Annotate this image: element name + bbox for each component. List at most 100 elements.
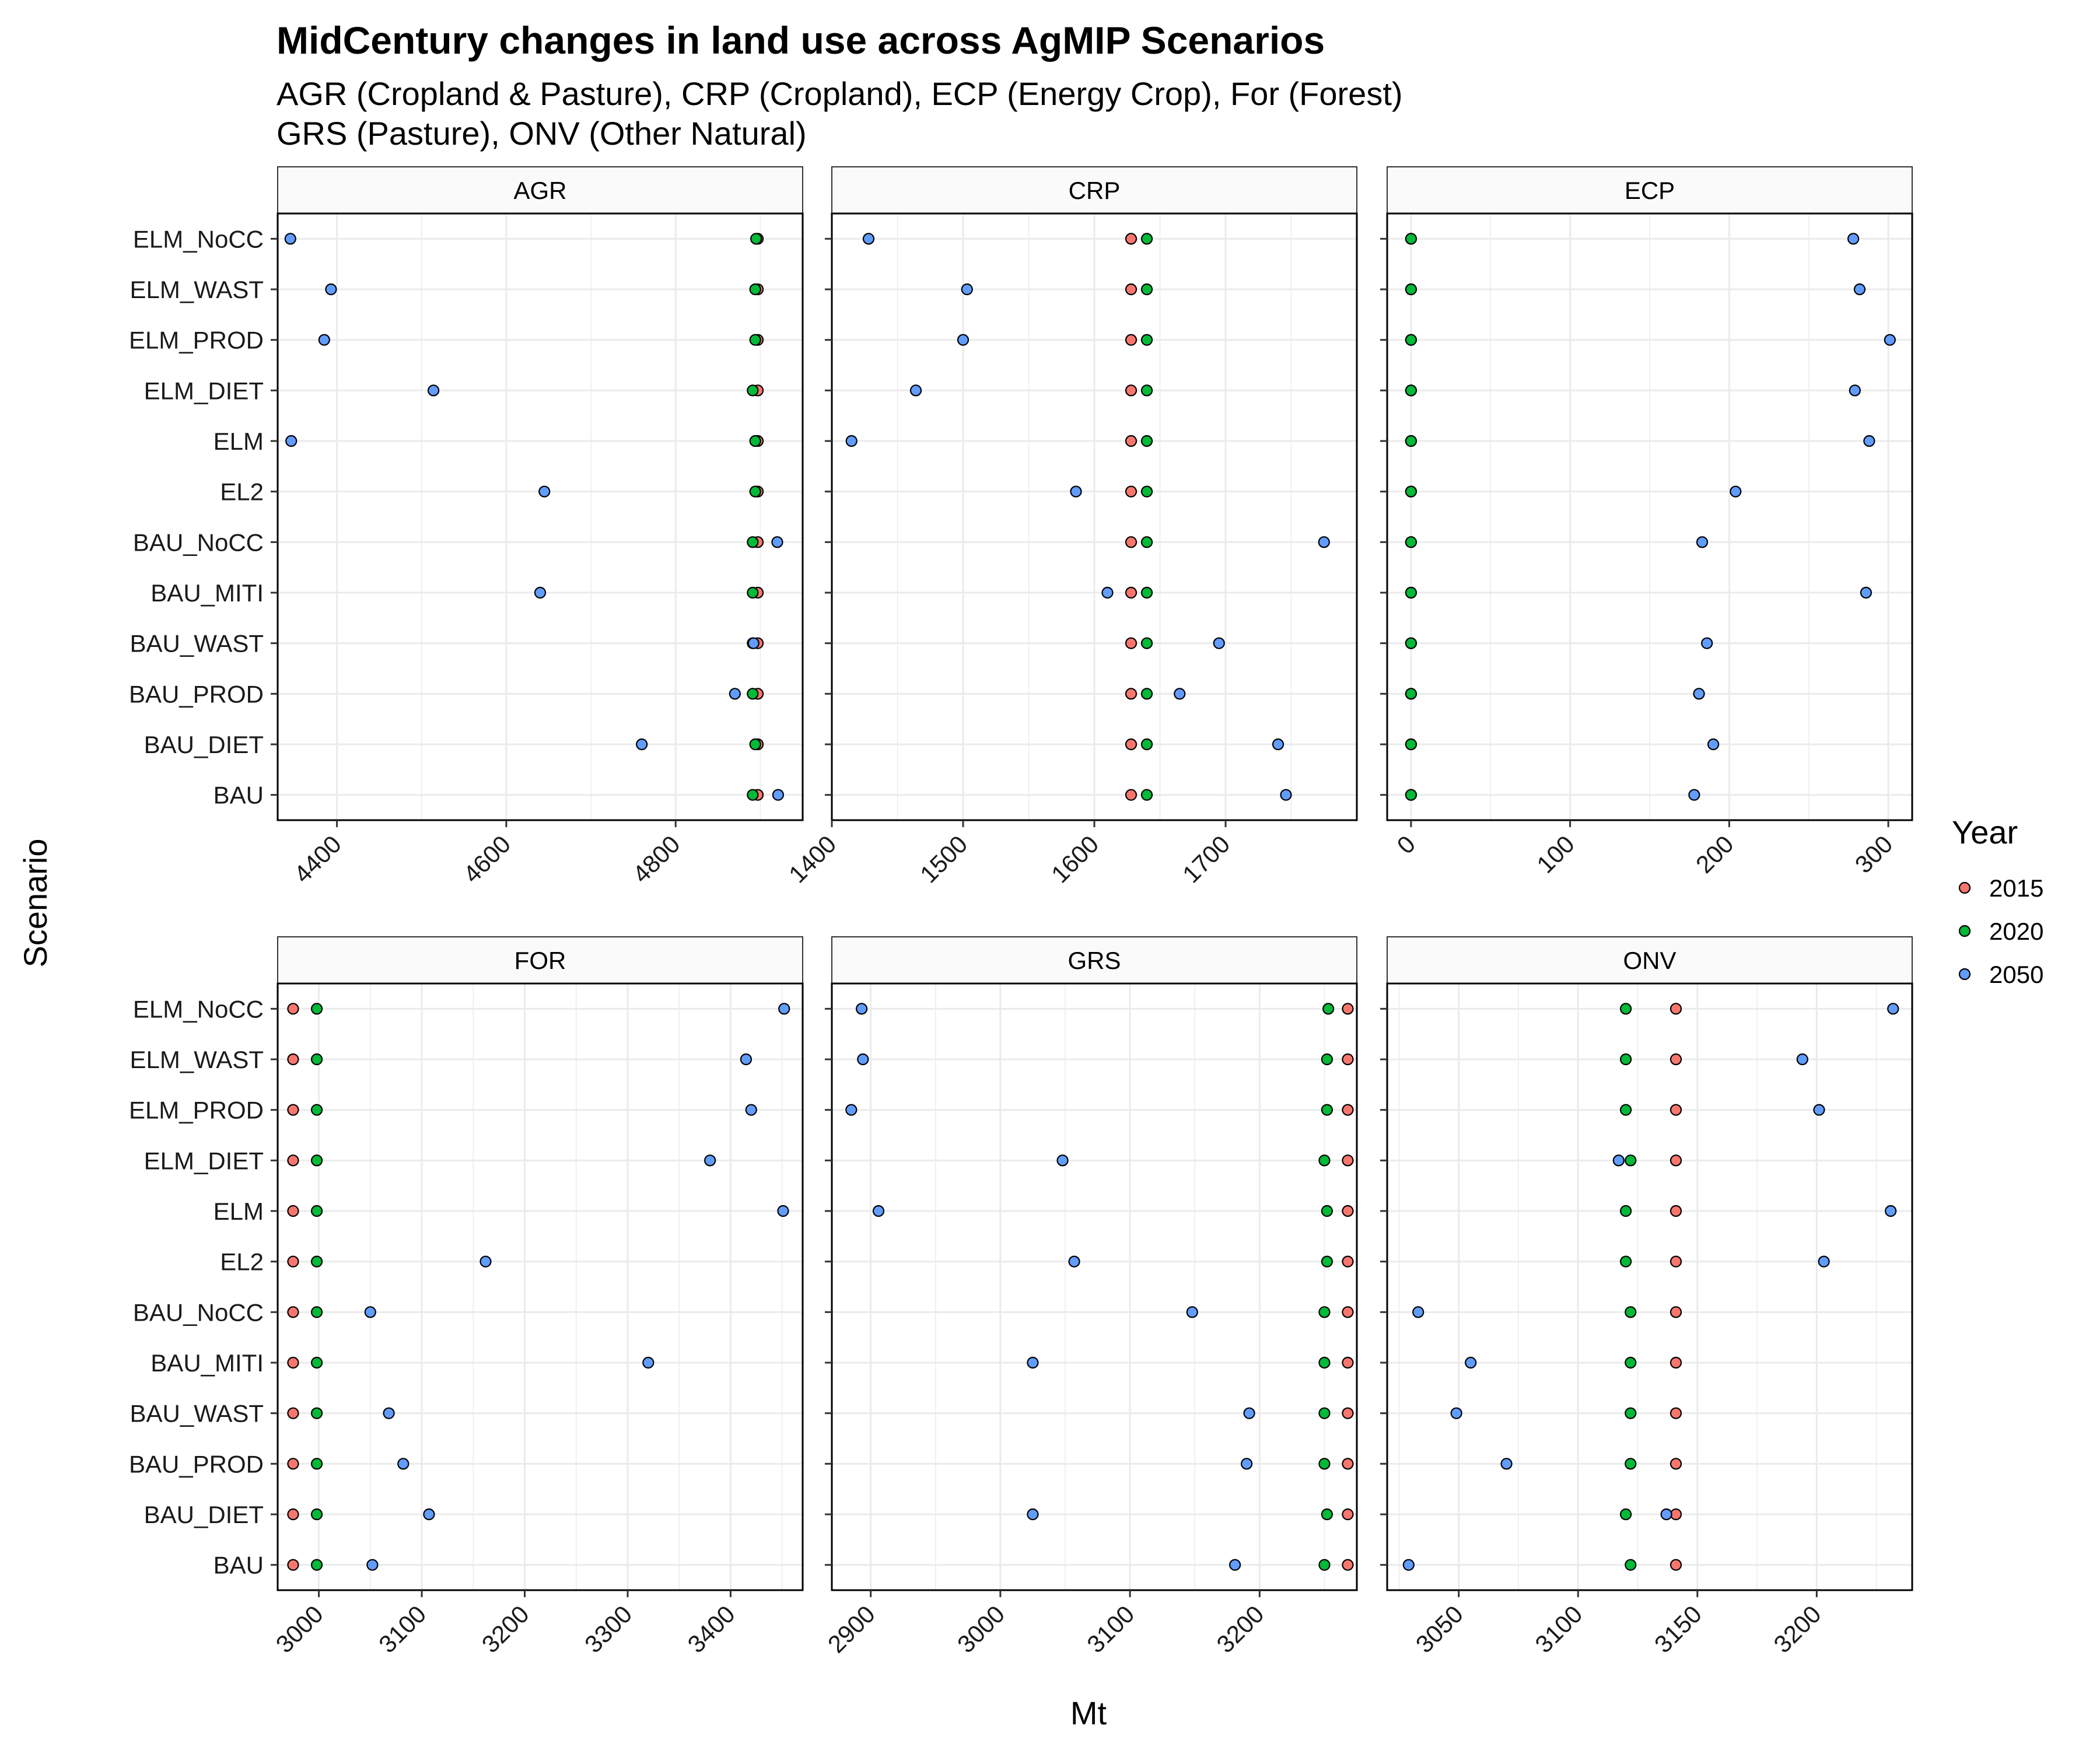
- point-for-2020-elm-nocc: [310, 1003, 323, 1015]
- panel-plot-area: [1387, 984, 1912, 1590]
- panel-border: [276, 212, 804, 821]
- point-grs-2020-bau: [1318, 1559, 1331, 1571]
- x-tick-label: 300: [1850, 830, 1898, 878]
- point-onv-2050-bau-prod: [1500, 1458, 1513, 1470]
- point-onv-2050-bau-miti: [1465, 1356, 1477, 1369]
- point-ecp-2020-bau-miti: [1405, 586, 1418, 599]
- point-for-2015-bau-miti: [287, 1356, 299, 1369]
- point-onv-2020-elm-wast: [1619, 1053, 1632, 1066]
- point-grs-2050-elm-nocc: [856, 1003, 868, 1015]
- point-crp-2050-bau-diet: [1272, 738, 1284, 751]
- point-onv-2020-bau-wast: [1625, 1407, 1637, 1419]
- point-grs-2050-el2: [1068, 1255, 1080, 1268]
- point-onv-2050-el2: [1818, 1255, 1830, 1268]
- x-tick-label: 4600: [458, 830, 516, 888]
- point-crp-2020-elm-prod: [1140, 334, 1153, 346]
- x-tick-label: 3400: [682, 1600, 740, 1658]
- panel-crp: CRP 1400 1500 1600 1700: [783, 166, 1358, 888]
- point-agr-2020-elm: [749, 435, 761, 447]
- panel-strip: [1387, 166, 1913, 214]
- point-ecp-2050-bau-miti: [1860, 586, 1873, 599]
- y-tick-label: BAU_PROD: [129, 680, 264, 708]
- point-grs-2020-bau-nocc: [1318, 1306, 1331, 1318]
- point-agr-2050-elm-prod: [318, 334, 330, 346]
- chart-title: MidCentury changes in land use across Ag…: [276, 19, 1325, 62]
- x-tick-label: 1400: [783, 830, 841, 888]
- point-grs-2050-elm-prod: [845, 1104, 858, 1116]
- y-tick-label: BAU_WAST: [130, 630, 264, 657]
- panel-border: [831, 982, 1358, 1591]
- point-for-2020-bau-nocc: [310, 1306, 323, 1318]
- y-tick-label: BAU: [214, 1552, 264, 1579]
- point-onv-2020-bau-nocc: [1625, 1306, 1637, 1318]
- point-onv-2015-elm-prod: [1670, 1104, 1682, 1116]
- point-onv-2050-elm-nocc: [1887, 1003, 1899, 1015]
- point-agr-2020-elm-diet: [747, 384, 759, 397]
- point-ecp-2050-elm-prod: [1884, 334, 1896, 346]
- point-grs-2020-bau-wast: [1318, 1407, 1331, 1419]
- legend-label-2015: 2015: [1989, 874, 2043, 902]
- point-for-2020-el2: [310, 1255, 323, 1268]
- point-onv-2020-elm: [1619, 1205, 1632, 1217]
- y-tick-label: ELM_NoCC: [133, 225, 264, 253]
- point-onv-2020-elm-prod: [1619, 1104, 1632, 1116]
- legend: Year 2015 2020 2050: [1952, 814, 2043, 988]
- point-for-2020-elm-wast: [310, 1053, 323, 1066]
- panel-ecp: ECP 0 100 200 300: [1380, 166, 1913, 878]
- x-tick-label: 3200: [1768, 1600, 1826, 1658]
- point-for-2020-bau-miti: [310, 1356, 323, 1369]
- point-ecp-2020-elm-prod: [1405, 334, 1418, 346]
- legend-swatch-2020: [1958, 925, 1971, 937]
- point-ecp-2020-elm-nocc: [1405, 233, 1418, 245]
- point-onv-2050-elm-prod: [1813, 1104, 1825, 1116]
- point-crp-2020-bau: [1140, 789, 1153, 801]
- point-grs-2050-bau-diet: [1027, 1508, 1039, 1521]
- point-grs-2050-bau-wast: [1243, 1407, 1255, 1419]
- point-crp-2015-bau-diet: [1125, 738, 1138, 751]
- legend-label-2050: 2050: [1989, 961, 2043, 988]
- point-grs-2015-bau-wast: [1342, 1407, 1354, 1419]
- point-agr-2020-bau-prod: [747, 688, 759, 700]
- point-onv-2015-elm-diet: [1670, 1154, 1682, 1167]
- point-for-2015-elm-wast: [287, 1053, 299, 1066]
- point-crp-2015-elm-diet: [1125, 384, 1138, 397]
- panel-strip-label: ONV: [1623, 947, 1676, 974]
- x-tick-label: 3150: [1649, 1600, 1707, 1658]
- point-agr-2050-elm-wast: [325, 283, 337, 296]
- x-tick-label: 100: [1531, 830, 1580, 878]
- point-agr-2020-bau-diet: [749, 738, 761, 751]
- x-tick-label: 1700: [1177, 830, 1235, 888]
- point-grs-2020-bau-prod: [1318, 1458, 1331, 1470]
- point-agr-2050-bau-miti: [534, 586, 547, 599]
- point-for-2050-bau-miti: [642, 1356, 654, 1369]
- point-grs-2015-elm-nocc: [1342, 1003, 1354, 1015]
- point-crp-2050-elm-wast: [961, 283, 973, 296]
- panel-grs: GRS 2900 3000 3100 3200: [822, 936, 1358, 1658]
- point-crp-2050-bau-wast: [1213, 637, 1225, 649]
- point-for-2050-elm-wast: [740, 1053, 752, 1066]
- point-agr-2020-el2: [749, 485, 761, 498]
- y-tick-label: ELM_WAST: [130, 276, 264, 303]
- point-grs-2020-el2: [1321, 1255, 1333, 1268]
- point-onv-2020-elm-diet: [1625, 1154, 1637, 1167]
- chart-subtitle-line-2: GRS (Pasture), ONV (Other Natural): [276, 115, 807, 152]
- panel-strip: [831, 166, 1357, 214]
- point-crp-2050-elm-prod: [957, 334, 970, 346]
- point-for-2050-elm-nocc: [778, 1003, 790, 1015]
- y-tick-label: BAU_DIET: [144, 731, 264, 758]
- point-onv-2020-bau: [1625, 1559, 1637, 1571]
- point-onv-2015-el2: [1670, 1255, 1682, 1268]
- point-grs-2015-el2: [1342, 1255, 1354, 1268]
- point-agr-2050-bau-prod: [729, 688, 741, 700]
- point-grs-2015-bau-nocc: [1342, 1306, 1354, 1318]
- point-for-2020-elm-diet: [310, 1154, 323, 1167]
- x-tick-label: 3100: [373, 1600, 431, 1658]
- panel-strip: [277, 166, 803, 214]
- y-tick-label: ELM: [214, 428, 264, 455]
- panel-plot-area: [278, 984, 803, 1590]
- point-onv-2050-elm-wast: [1796, 1053, 1808, 1066]
- point-for-2015-bau: [287, 1559, 299, 1571]
- point-ecp-2020-elm-diet: [1405, 384, 1418, 397]
- point-crp-2050-bau: [1280, 789, 1292, 801]
- y-tick-label: BAU_PROD: [129, 1450, 264, 1478]
